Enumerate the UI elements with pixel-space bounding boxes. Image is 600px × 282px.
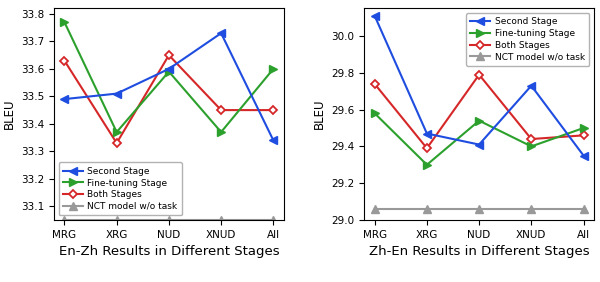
Fine-tuning Stage [113,130,120,134]
Fine-tuning Stage [371,112,378,115]
Second Stage [528,84,535,87]
Second Stage [270,139,277,142]
Second Stage [113,92,120,95]
Line: NCT model w/o task: NCT model w/o task [371,205,587,213]
Fine-tuning Stage [476,119,483,122]
Fine-tuning Stage [61,21,68,24]
Both Stages [113,141,120,145]
NCT model w/o task [580,207,587,211]
Line: NCT model w/o task: NCT model w/o task [61,216,277,224]
NCT model w/o task [371,207,378,211]
Second Stage [580,154,587,157]
NCT model w/o task [218,218,225,222]
NCT model w/o task [61,218,68,222]
Legend: Second Stage, Fine-tuning Stage, Both Stages, NCT model w/o task: Second Stage, Fine-tuning Stage, Both St… [466,13,589,66]
Line: Second Stage: Second Stage [61,29,277,144]
Line: Fine-tuning Stage: Fine-tuning Stage [371,109,587,169]
Second Stage [218,32,225,35]
Second Stage [476,143,483,146]
Y-axis label: BLEU: BLEU [2,99,16,129]
Second Stage [371,14,378,17]
Line: Second Stage: Second Stage [371,12,587,159]
NCT model w/o task [423,207,430,211]
Both Stages [528,137,535,141]
Both Stages [423,147,430,150]
Y-axis label: BLEU: BLEU [313,99,326,129]
NCT model w/o task [476,207,483,211]
Both Stages [371,82,378,85]
Second Stage [165,67,172,70]
Both Stages [270,108,277,112]
Fine-tuning Stage [270,67,277,70]
Second Stage [61,97,68,101]
Fine-tuning Stage [423,163,430,166]
NCT model w/o task [113,218,120,222]
NCT model w/o task [528,207,535,211]
Line: Fine-tuning Stage: Fine-tuning Stage [61,18,277,136]
NCT model w/o task [270,218,277,222]
Both Stages [476,73,483,76]
Both Stages [218,108,225,112]
Both Stages [61,59,68,62]
Both Stages [165,54,172,57]
Fine-tuning Stage [165,70,172,73]
Second Stage [423,132,430,135]
Line: Both Stages: Both Stages [371,72,587,151]
X-axis label: Zh-En Results in Different Stages: Zh-En Results in Different Stages [369,245,589,258]
Both Stages [580,134,587,137]
Fine-tuning Stage [580,126,587,130]
Legend: Second Stage, Fine-tuning Stage, Both Stages, NCT model w/o task: Second Stage, Fine-tuning Stage, Both St… [59,162,182,215]
Fine-tuning Stage [528,145,535,148]
Fine-tuning Stage [218,130,225,134]
Line: Both Stages: Both Stages [61,52,277,146]
NCT model w/o task [165,218,172,222]
X-axis label: En-Zh Results in Different Stages: En-Zh Results in Different Stages [59,245,279,258]
